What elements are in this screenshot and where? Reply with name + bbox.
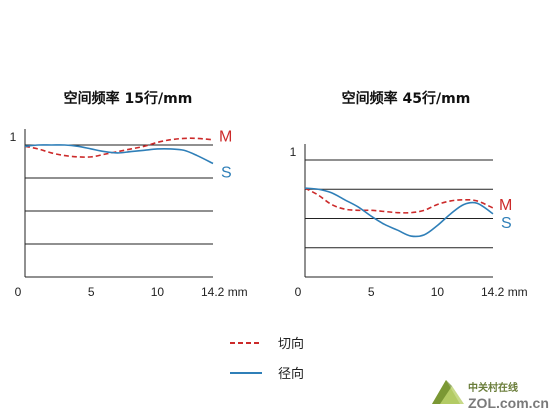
- x-tick-label: 10: [151, 285, 165, 299]
- series-label-s: S: [221, 164, 232, 181]
- series-label-s: S: [501, 215, 512, 232]
- series-line-m: [304, 187, 494, 214]
- zol-watermark-logo: 中关村在线 ZOL.com.cn: [432, 380, 549, 411]
- x-tick-label: 14.2 mm: [481, 285, 528, 299]
- chart-title: 空间频率 15行/mm: [64, 90, 193, 107]
- x-tick-label: 10: [431, 285, 445, 299]
- chart-15-lines-per-mm: 空间频率 15行/mm MS 10 5 10 14.2 mm: [10, 90, 248, 299]
- x-tick-label: 14.2 mm: [201, 285, 248, 299]
- legend-label: 切向: [278, 336, 304, 352]
- zol-logo-icon: [432, 380, 464, 404]
- chart-legend: 切向 径向: [230, 336, 304, 382]
- series-label-m: M: [219, 129, 232, 146]
- y-tick-label: 1: [290, 145, 297, 159]
- x-tick-label: 5: [88, 285, 95, 299]
- y-tick-label: 1: [10, 130, 17, 144]
- legend-label: 径向: [278, 366, 304, 382]
- series-line-s: [24, 144, 214, 165]
- watermark-cn: 中关村在线: [468, 381, 518, 394]
- series-line-s: [304, 187, 494, 238]
- x-tick-label: 5: [368, 285, 375, 299]
- chart-title: 空间频率 45行/mm: [342, 90, 471, 107]
- legend-item-radial: 径向: [230, 366, 304, 382]
- chart-45-lines-per-mm: 空间频率 45行/mm MS 10 5 10 14.2 mm: [290, 90, 528, 299]
- watermark-en: ZOL.com.cn: [468, 395, 549, 411]
- x-tick-label: 0: [15, 285, 22, 299]
- series-label-m: M: [499, 197, 512, 214]
- x-tick-label: 0: [295, 285, 302, 299]
- legend-item-tangential: 切向: [230, 336, 304, 352]
- series-line-m: [24, 137, 214, 158]
